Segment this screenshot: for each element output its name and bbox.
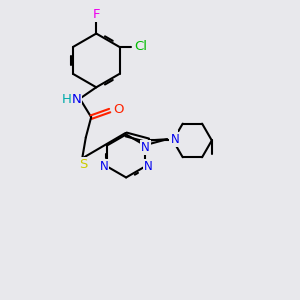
Text: N: N — [141, 141, 150, 154]
Text: H: H — [61, 93, 71, 106]
Text: N: N — [171, 133, 179, 146]
Text: N: N — [100, 160, 108, 173]
Text: N: N — [71, 93, 81, 106]
Text: F: F — [92, 8, 100, 21]
Text: S: S — [79, 158, 87, 171]
Text: N: N — [144, 160, 153, 173]
Text: S: S — [170, 131, 177, 144]
Text: O: O — [113, 103, 124, 116]
Text: Cl: Cl — [134, 40, 148, 53]
